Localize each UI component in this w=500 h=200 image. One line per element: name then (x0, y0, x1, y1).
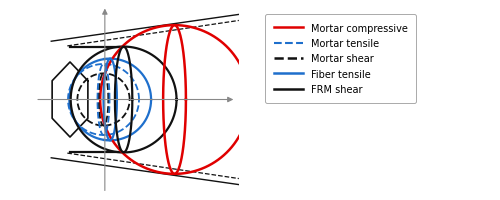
Legend: Mortar compressive, Mortar tensile, Mortar shear, Fiber tensile, FRM shear: Mortar compressive, Mortar tensile, Mort… (265, 15, 416, 103)
